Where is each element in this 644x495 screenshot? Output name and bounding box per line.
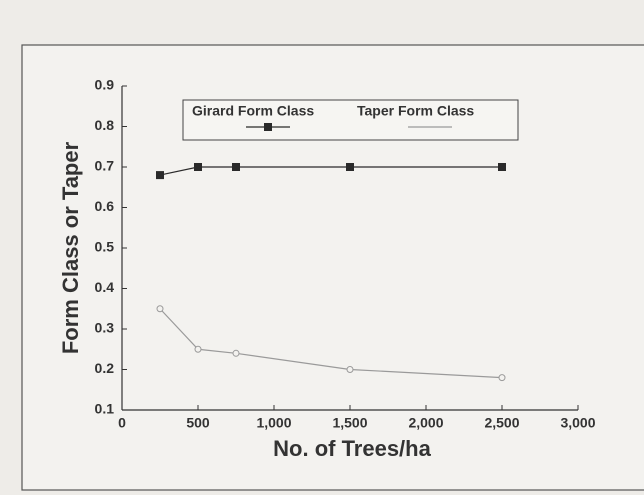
marker: [232, 163, 240, 171]
marker: [498, 374, 506, 382]
y-tick-label: 0.9: [95, 77, 115, 93]
y-tick-label: 0.2: [95, 360, 115, 376]
x-tick-label: 2,000: [408, 415, 443, 431]
marker: [156, 305, 164, 313]
x-tick-label: 0: [118, 415, 126, 431]
x-tick-label: 1,000: [256, 415, 291, 431]
x-tick-label: 1,500: [332, 415, 367, 431]
x-axis-label: No. of Trees/ha: [273, 436, 431, 461]
legend-label: Taper Form Class: [357, 103, 474, 119]
marker: [194, 163, 202, 171]
marker: [156, 171, 164, 180]
marker: [346, 163, 354, 171]
y-tick-label: 0.8: [95, 117, 115, 133]
legend: [182, 99, 519, 141]
y-tick-label: 0.4: [95, 279, 115, 295]
y-tick-label: 0.6: [95, 198, 115, 214]
y-tick-label: 0.3: [95, 320, 115, 336]
marker: [194, 345, 202, 353]
y-tick-label: 0.1: [95, 401, 115, 417]
x-tick-label: 500: [186, 415, 210, 431]
marker: [232, 349, 240, 357]
marker: [498, 163, 506, 171]
y-tick-label: 0.5: [95, 239, 115, 255]
y-axis-label: Form Class or Taper: [58, 141, 83, 354]
x-tick-label: 3,000: [560, 415, 595, 431]
legend-marker: [264, 123, 272, 131]
marker: [346, 366, 354, 373]
x-tick-label: 2,500: [484, 415, 519, 431]
legend-label: Girard Form Class: [192, 103, 314, 119]
y-tick-label: 0.7: [95, 158, 115, 174]
